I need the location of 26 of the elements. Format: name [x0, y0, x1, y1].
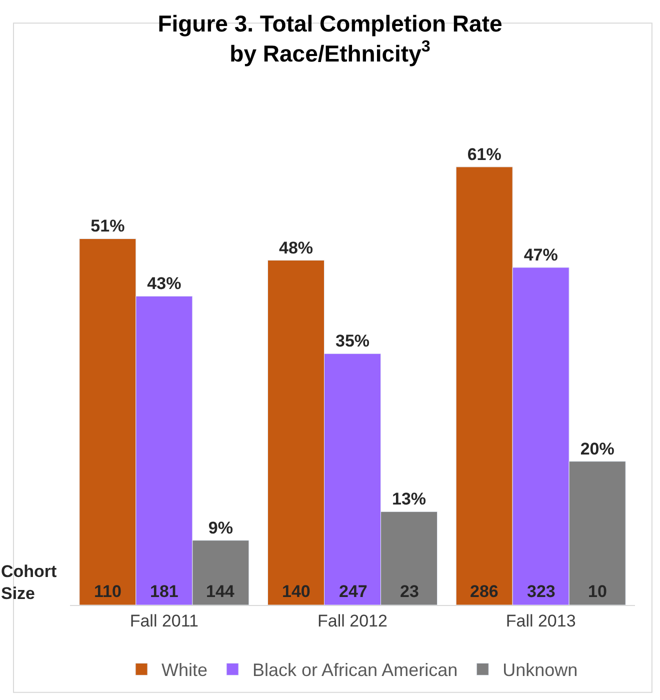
- data-label: 43%: [147, 274, 182, 294]
- annotation: 181: [150, 582, 178, 601]
- x-tick-label: Fall 2013: [506, 611, 576, 630]
- chart-title: Figure 3. Total Completion Rate by Race/Ethnicity$^{3}$: [158, 10, 502, 66]
- data-label: 35%: [335, 332, 370, 351]
- data-label: 9%: [208, 518, 233, 538]
- text: Cohort Size: [1, 562, 58, 604]
- data-label: 51%: [90, 216, 125, 236]
- annotation: 10: [588, 582, 607, 601]
- data-label: 48%: [278, 238, 314, 258]
- data-label: 20%: [580, 439, 614, 458]
- legend-label: Black or African American: [252, 660, 458, 680]
- annotation: 110: [94, 582, 122, 601]
- annotation: 144: [206, 582, 235, 601]
- x-tick-label: Fall 2011: [130, 611, 199, 630]
- annotation: 286: [470, 582, 498, 601]
- data-label: 61%: [467, 144, 502, 164]
- legend-label: Unknown: [502, 660, 578, 680]
- x-tick-label: Fall 2012: [318, 611, 388, 630]
- annotation: 323: [527, 582, 556, 601]
- data-label: 13%: [392, 490, 426, 509]
- legend-label: White: [162, 660, 208, 680]
- annotation: 247: [339, 582, 368, 601]
- annotation: 140: [282, 582, 310, 601]
- data-label: 47%: [524, 245, 558, 264]
- annotation: 23: [400, 582, 419, 601]
